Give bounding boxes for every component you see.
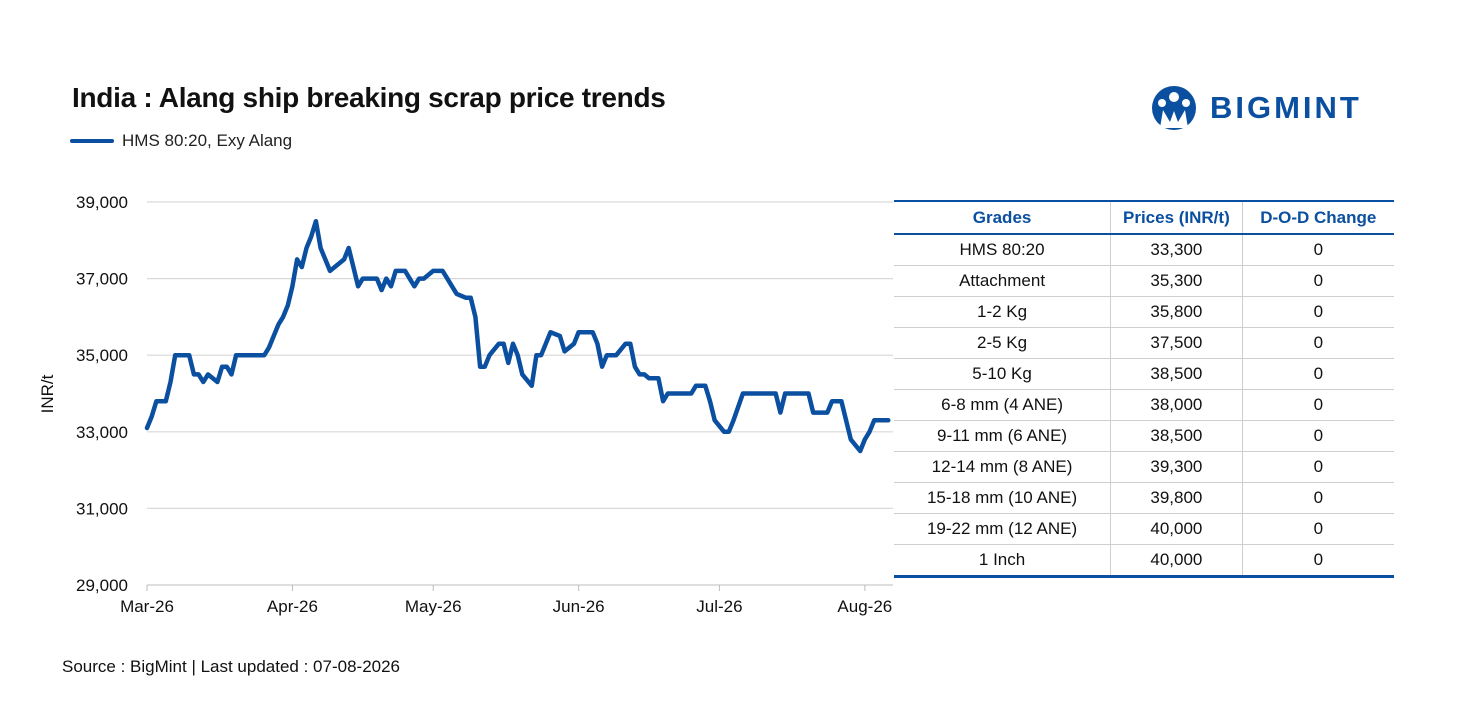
price-cell: 39,800 bbox=[1110, 482, 1243, 514]
source-note: Source : BigMint | Last updated : 07-08-… bbox=[62, 657, 401, 676]
change-cell: 0 bbox=[1241, 358, 1394, 390]
header-dod-change: D-O-D Change bbox=[1241, 200, 1394, 235]
price-cell: 38,500 bbox=[1110, 420, 1243, 452]
x-tick-label: May-26 bbox=[405, 597, 462, 616]
series-line-hms-80-20 bbox=[144, 218, 891, 454]
change-cell: 0 bbox=[1241, 327, 1394, 359]
table-row: 5-10 Kg 38,500 0 bbox=[894, 358, 1394, 390]
x-tick-label: Jul-26 bbox=[696, 597, 742, 616]
grade-cell: 6-8 mm (4 ANE) bbox=[894, 389, 1111, 421]
x-tick-label: Aug-26 bbox=[837, 597, 892, 616]
change-cell: 0 bbox=[1241, 482, 1394, 514]
table-row: 19-22 mm (12 ANE) 40,000 0 bbox=[894, 513, 1394, 545]
change-cell: 0 bbox=[1241, 234, 1394, 266]
grade-cell: 1 Inch bbox=[894, 544, 1111, 578]
price-cell: 37,500 bbox=[1110, 327, 1243, 359]
x-tick-label: Mar-26 bbox=[120, 597, 174, 616]
table-row: HMS 80:20 33,300 0 bbox=[894, 234, 1394, 266]
y-tick-label: 37,000 bbox=[76, 270, 128, 289]
change-cell: 0 bbox=[1241, 513, 1394, 545]
change-cell: 0 bbox=[1241, 265, 1394, 297]
page-title: India : Alang ship breaking scrap price … bbox=[72, 82, 666, 113]
grades-price-table: Grades Prices (INR/t) D-O-D Change HMS 8… bbox=[894, 200, 1394, 578]
x-tick-label: Apr-26 bbox=[267, 597, 318, 616]
price-cell: 40,000 bbox=[1110, 544, 1243, 578]
grade-cell: 19-22 mm (12 ANE) bbox=[894, 513, 1111, 545]
price-cell: 38,500 bbox=[1110, 358, 1243, 390]
table-row: 1-2 Kg 35,800 0 bbox=[894, 296, 1394, 328]
grade-cell: 1-2 Kg bbox=[894, 296, 1111, 328]
y-tick-label: 39,000 bbox=[76, 193, 128, 212]
legend-label: HMS 80:20, Exy Alang bbox=[122, 131, 293, 150]
table-row: 15-18 mm (10 ANE) 39,800 0 bbox=[894, 482, 1394, 514]
price-cell: 40,000 bbox=[1110, 513, 1243, 545]
change-cell: 0 bbox=[1241, 451, 1394, 483]
grade-cell: 15-18 mm (10 ANE) bbox=[894, 482, 1111, 514]
table-row: 1 Inch 40,000 0 bbox=[894, 544, 1394, 578]
change-cell: 0 bbox=[1241, 296, 1394, 328]
series-layer bbox=[144, 218, 891, 454]
grade-cell: 12-14 mm (8 ANE) bbox=[894, 451, 1111, 483]
change-cell: 0 bbox=[1241, 420, 1394, 452]
change-cell: 0 bbox=[1241, 544, 1394, 578]
table-row: 6-8 mm (4 ANE) 38,000 0 bbox=[894, 389, 1394, 421]
x-tick-label: Jun-26 bbox=[553, 597, 605, 616]
bigmint-logo: BIGMINT bbox=[1150, 84, 1362, 132]
grade-cell: 9-11 mm (6 ANE) bbox=[894, 420, 1111, 452]
price-cell: 35,800 bbox=[1110, 296, 1243, 328]
y-tick-label: 29,000 bbox=[76, 576, 128, 595]
bigmint-logo-icon bbox=[1152, 86, 1196, 130]
header-grades: Grades bbox=[894, 200, 1111, 235]
y-axis-ticks: 29,000 31,000 33,000 35,000 37,000 39,000 bbox=[76, 193, 128, 595]
change-cell: 0 bbox=[1241, 389, 1394, 421]
price-cell: 39,300 bbox=[1110, 451, 1243, 483]
grade-cell: Attachment bbox=[894, 265, 1111, 297]
grade-cell: HMS 80:20 bbox=[894, 234, 1111, 266]
price-trend-chart: 29,000 31,000 33,000 35,000 37,000 39,000 Mar… bbox=[38, 193, 893, 616]
grade-cell: 2-5 Kg bbox=[894, 327, 1111, 359]
price-cell: 35,300 bbox=[1110, 265, 1243, 297]
y-tick-label: 35,000 bbox=[76, 346, 128, 365]
price-cell: 38,000 bbox=[1110, 389, 1243, 421]
brand-name: BIGMINT bbox=[1210, 90, 1362, 125]
table-header-row: Grades Prices (INR/t) D-O-D Change bbox=[894, 200, 1394, 235]
table-row: 9-11 mm (6 ANE) 38,500 0 bbox=[894, 420, 1394, 452]
y-tick-label: 33,000 bbox=[76, 423, 128, 442]
legend-swatch bbox=[70, 139, 114, 143]
x-axis-ticks: Mar-26 Apr-26 May-26 Jun-26 Jul-26 Aug-26 bbox=[120, 585, 892, 616]
table-row: 12-14 mm (8 ANE) 39,300 0 bbox=[894, 451, 1394, 483]
grade-cell: 5-10 Kg bbox=[894, 358, 1111, 390]
y-axis-label: INR/t bbox=[38, 374, 57, 413]
chart-legend: HMS 80:20, Exy Alang bbox=[70, 131, 292, 151]
table-row: Attachment 35,300 0 bbox=[894, 265, 1394, 297]
price-cell: 33,300 bbox=[1110, 234, 1243, 266]
y-tick-label: 31,000 bbox=[76, 499, 128, 518]
header-prices: Prices (INR/t) bbox=[1110, 200, 1243, 235]
table-row: 2-5 Kg 37,500 0 bbox=[894, 327, 1394, 359]
